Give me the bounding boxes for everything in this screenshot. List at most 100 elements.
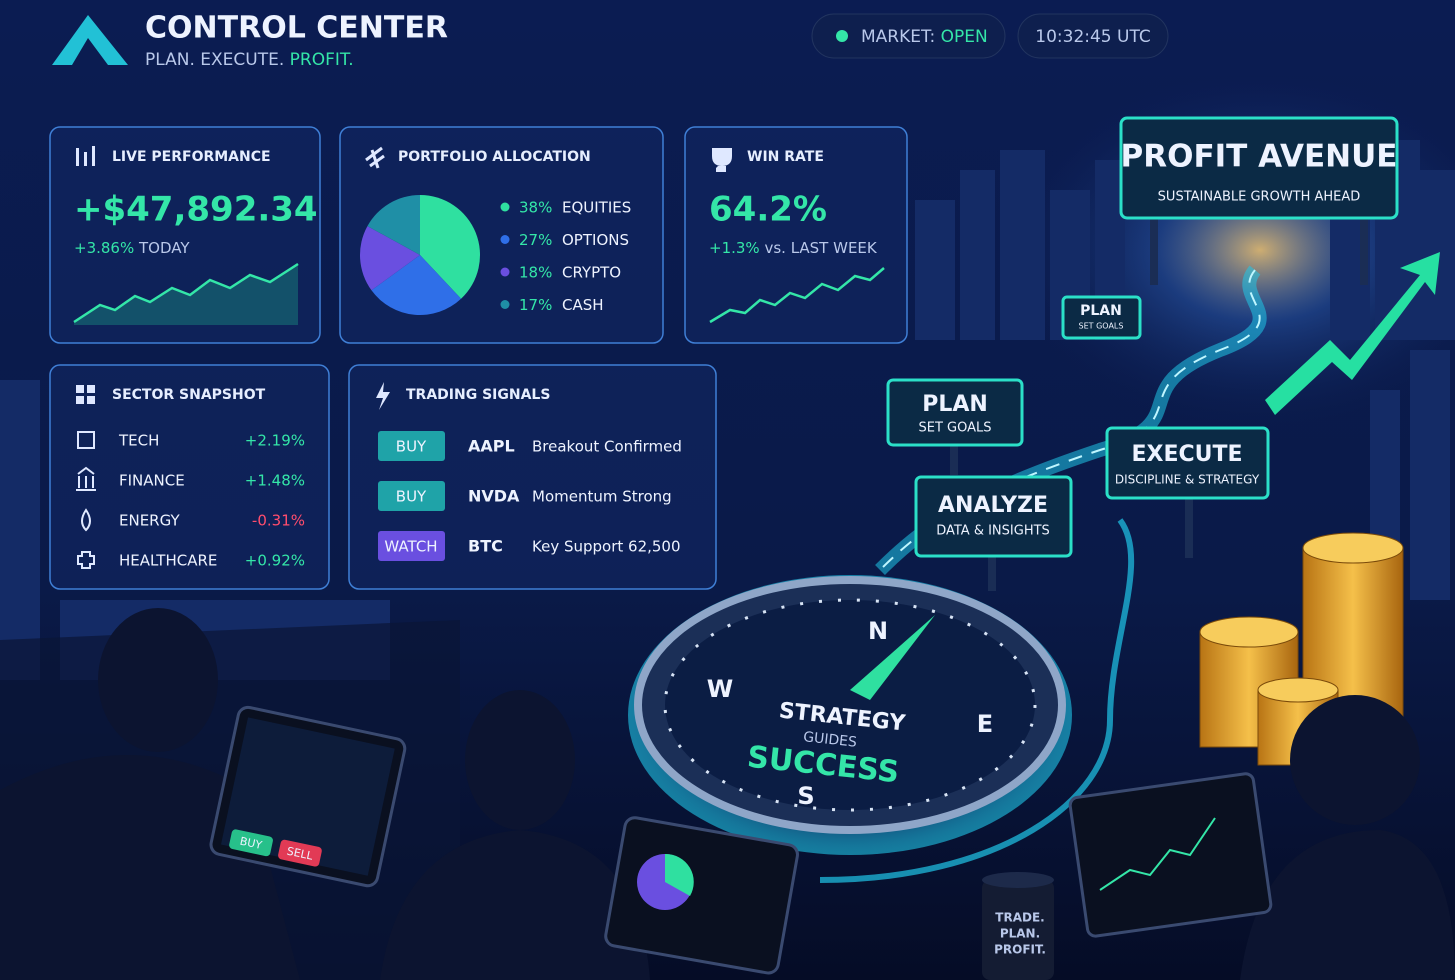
pie-slice [420, 195, 481, 299]
sign-title: ANALYZE [938, 493, 1048, 518]
signal-note: Breakout Confirmed [532, 438, 682, 456]
sign-subtitle: DISCIPLINE & STRATEGY [1115, 473, 1260, 487]
sign-title: EXECUTE [1131, 442, 1242, 467]
sparkline [73, 262, 299, 324]
sign-subtitle: SET GOALS [1079, 322, 1124, 331]
signal-badge [378, 431, 445, 461]
pnl-value: +$47,892.34 [74, 190, 318, 230]
pnl-change: +3.86% TODAY [74, 239, 190, 257]
sign-title: PLAN [922, 392, 988, 417]
change: +3.86% [74, 239, 134, 257]
market-state: OPEN [941, 27, 988, 47]
legend-name: EQUITIES [562, 199, 631, 217]
sector-name: HEALTHCARE [119, 552, 217, 570]
bolt-icon [376, 382, 390, 410]
panel-title: TRADING SIGNALS [406, 387, 550, 403]
growth-arrow [1265, 252, 1440, 415]
sector-change: +2.19% [245, 432, 305, 450]
legend-dot [500, 202, 510, 212]
legend-name: OPTIONS [562, 231, 629, 249]
market-label: MARKET: [861, 27, 935, 47]
tagline-main: PLAN. EXECUTE. [145, 50, 284, 70]
period: TODAY [138, 239, 190, 257]
icon [365, 146, 385, 169]
avenue-subtitle: SUSTAINABLE GROWTH AHEAD [1158, 190, 1361, 205]
panel-title: WIN RATE [747, 149, 824, 165]
panel-title: PORTFOLIO ALLOCATION [398, 149, 591, 165]
sign-title: PLAN [1080, 303, 1122, 319]
period: vs. LAST WEEK [764, 239, 877, 257]
signal-ticker: NVDA [468, 487, 520, 506]
panel-title: LIVE PERFORMANCE [112, 149, 271, 165]
sector-change: +1.48% [245, 472, 305, 490]
panel-title: SECTOR SNAPSHOT [112, 387, 266, 403]
pie-slice [360, 226, 420, 291]
compass-north: N [868, 617, 888, 645]
compass-east: E [977, 710, 993, 738]
road-sign [1061, 295, 1142, 340]
panel [49, 364, 330, 590]
sign-subtitle: SET GOALS [918, 421, 991, 436]
sector-name: ENERGY [119, 512, 180, 530]
legend-name: CRYPTO [562, 264, 621, 282]
road-sign [886, 378, 1024, 447]
tablet: BUY SELL [209, 705, 407, 888]
sector-icons [76, 431, 96, 569]
sign-post [950, 445, 958, 475]
road-edge [819, 518, 1135, 883]
legend-dot [500, 235, 510, 244]
mug-text: PROFIT. [994, 943, 1046, 957]
panel [49, 126, 321, 344]
legend: 38% EQUITIES 27% OPTIONS 18% CRYPTO 17% CASH [500, 199, 631, 314]
pie-chart [360, 195, 481, 316]
icon [76, 146, 95, 166]
signal-action: BUY [396, 488, 427, 506]
people [0, 608, 1455, 980]
mug-text: TRADE. [995, 911, 1044, 925]
panel [684, 126, 908, 344]
signal-note: Momentum Strong [532, 488, 672, 506]
sign-post [1360, 215, 1368, 285]
signal-badge [378, 531, 445, 561]
market-dot [836, 30, 848, 42]
change: +1.3% [709, 239, 760, 257]
avenue-sign [1119, 116, 1399, 220]
mug-text: PLAN. [1000, 927, 1040, 941]
legend-percent: 27% [519, 231, 552, 249]
signal-action: WATCH [384, 538, 437, 556]
legend-dot [500, 300, 510, 309]
signal-action: BUY [396, 438, 427, 456]
compass-line: GUIDES [802, 729, 857, 751]
sector-change: -0.31% [252, 512, 305, 530]
app-title: CONTROL CENTER [145, 11, 448, 46]
win-rate-value: 64.2% [709, 190, 827, 230]
icon [76, 385, 95, 404]
signal-ticker: BTC [468, 537, 503, 556]
pie-slice [367, 195, 420, 255]
sign-subtitle: DATA & INSIGHTS [936, 524, 1050, 539]
laptop [1068, 772, 1273, 938]
compass-west: W [707, 675, 733, 703]
sign-post [1150, 215, 1158, 285]
pie-slice [371, 255, 462, 316]
signal-note: Key Support 62,500 [532, 538, 681, 556]
tablet-pie [604, 816, 799, 975]
trophy-icon [712, 148, 732, 172]
compass-south: S [797, 782, 814, 810]
time-pill [1017, 13, 1169, 59]
tablet-sell: SELL [286, 845, 315, 863]
win-rate-change: +1.3% vs. LAST WEEK [709, 239, 878, 257]
mug: TRADE. PLAN. PROFIT. [982, 872, 1054, 980]
logo [52, 15, 128, 65]
compass-face [663, 598, 1037, 812]
market-status: MARKET: OPEN [861, 27, 988, 47]
market-pill [811, 13, 1006, 59]
sector-name: FINANCE [119, 472, 185, 490]
tagline: PLAN. EXECUTE. PROFIT. [145, 50, 354, 70]
tablet-buy: BUY [239, 835, 264, 852]
road-sign [1105, 426, 1270, 500]
legend-dot [500, 267, 510, 277]
sector-name: TECH [118, 432, 159, 450]
legend-percent: 18% [519, 264, 552, 282]
